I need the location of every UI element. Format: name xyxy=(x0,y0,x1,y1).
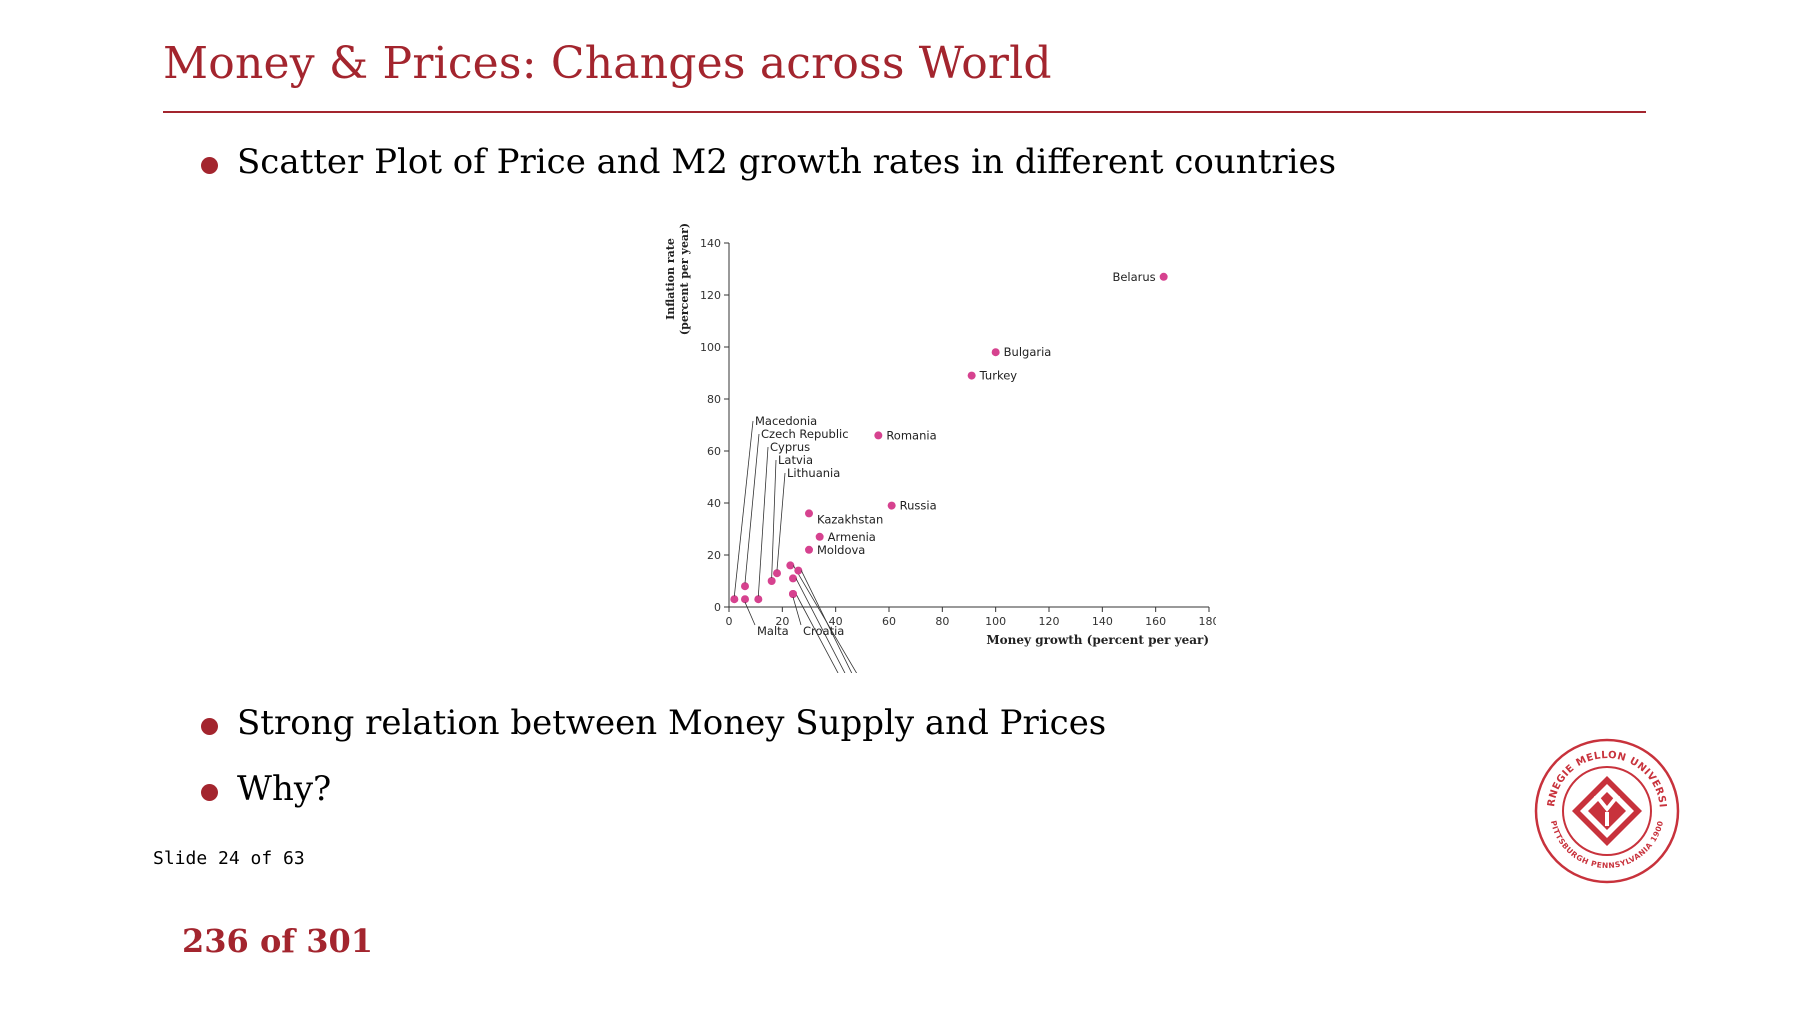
data-point xyxy=(1159,272,1168,281)
bullet-dot xyxy=(201,157,218,174)
data-point xyxy=(794,566,803,575)
data-point xyxy=(754,595,763,604)
leader-line xyxy=(800,570,853,673)
university-seal-icon: CARNEGIE MELLON UNIVERSITY PITTSBURGH PE… xyxy=(1532,736,1680,884)
point-label: Czech Republic xyxy=(761,427,849,441)
bullet-item: Scatter Plot of Price and M2 growth rate… xyxy=(201,142,1337,182)
data-point xyxy=(887,501,896,510)
data-point xyxy=(786,561,795,570)
data-point xyxy=(874,431,883,440)
point-label: Belarus xyxy=(1112,270,1155,284)
bullet-text: Why? xyxy=(237,769,332,809)
leader-line xyxy=(795,578,846,673)
leader-line xyxy=(792,596,802,626)
data-point xyxy=(805,545,813,554)
point-label: Moldova xyxy=(817,543,865,557)
bullet-item: Why? xyxy=(201,769,332,809)
data-point xyxy=(730,595,739,604)
leader-line xyxy=(757,446,769,597)
y-tick-label: 100 xyxy=(700,341,721,354)
page-counter: 236 of 301 xyxy=(182,922,373,960)
data-point xyxy=(767,577,776,585)
leader-line xyxy=(776,472,786,571)
data-point xyxy=(741,582,749,591)
bullet-dot xyxy=(201,718,218,735)
y-tick-label: 20 xyxy=(707,549,721,562)
data-point xyxy=(789,574,797,583)
x-tick-label: 0 xyxy=(726,615,733,628)
leader-line xyxy=(733,420,754,597)
data-point xyxy=(991,348,1000,357)
y-axis-title: Inflation rate(percent per year) xyxy=(664,223,691,335)
data-point xyxy=(773,569,781,578)
bullet-text: Scatter Plot of Price and M2 growth rate… xyxy=(237,142,1337,182)
x-tick-label: 80 xyxy=(935,615,949,628)
data-point xyxy=(815,532,824,541)
point-label: Latvia xyxy=(778,453,813,467)
y-tick-label: 60 xyxy=(707,445,721,458)
title-underline xyxy=(163,111,1646,113)
leader-line xyxy=(771,459,777,579)
x-tick-label: 100 xyxy=(985,615,1006,628)
point-label: Armenia xyxy=(828,530,876,544)
x-tick-label: 180 xyxy=(1199,615,1217,628)
slide-number: Slide 24 of 63 xyxy=(153,848,305,869)
leader-line xyxy=(744,433,760,584)
bullet-text: Strong relation between Money Supply and… xyxy=(237,703,1107,743)
y-tick-label: 140 xyxy=(700,237,721,250)
bullet-dot xyxy=(201,784,218,801)
point-label: Lithuania xyxy=(787,466,840,480)
y-tick-label: 80 xyxy=(707,393,721,406)
leader-line xyxy=(744,602,756,626)
point-label: Malta xyxy=(757,624,789,638)
point-label: Croatia xyxy=(803,624,844,638)
slide-title: Money & Prices: Changes across World xyxy=(163,38,1052,89)
bullet-item: Strong relation between Money Supply and… xyxy=(201,703,1107,743)
leader-line xyxy=(795,593,839,673)
x-axis-title: Money growth (percent per year) xyxy=(986,633,1209,647)
data-point xyxy=(967,371,976,380)
point-label: Turkey xyxy=(979,369,1018,383)
data-point xyxy=(741,595,749,604)
point-label: Romania xyxy=(886,428,936,442)
point-label: Kazakhstan xyxy=(817,512,883,526)
y-tick-label: 0 xyxy=(714,601,721,614)
data-point xyxy=(805,509,813,518)
point-label: Bulgaria xyxy=(1004,345,1052,359)
y-tick-label: 40 xyxy=(707,497,721,510)
x-tick-label: 40 xyxy=(829,615,843,628)
point-label: Cyprus xyxy=(770,440,810,454)
point-label: Macedonia xyxy=(755,414,817,428)
x-tick-label: 120 xyxy=(1039,615,1060,628)
x-tick-label: 160 xyxy=(1145,615,1166,628)
x-tick-label: 60 xyxy=(882,615,896,628)
y-tick-label: 120 xyxy=(700,289,721,302)
scatter-chart: 0 20 40 60 80 100 120 140 0 20 40 60 80 100 120 140 160 1… xyxy=(664,223,1217,673)
x-tick-label: 140 xyxy=(1092,615,1113,628)
x-tick-label: 20 xyxy=(775,615,789,628)
data-point xyxy=(789,590,797,598)
point-label: Russia xyxy=(900,499,937,513)
